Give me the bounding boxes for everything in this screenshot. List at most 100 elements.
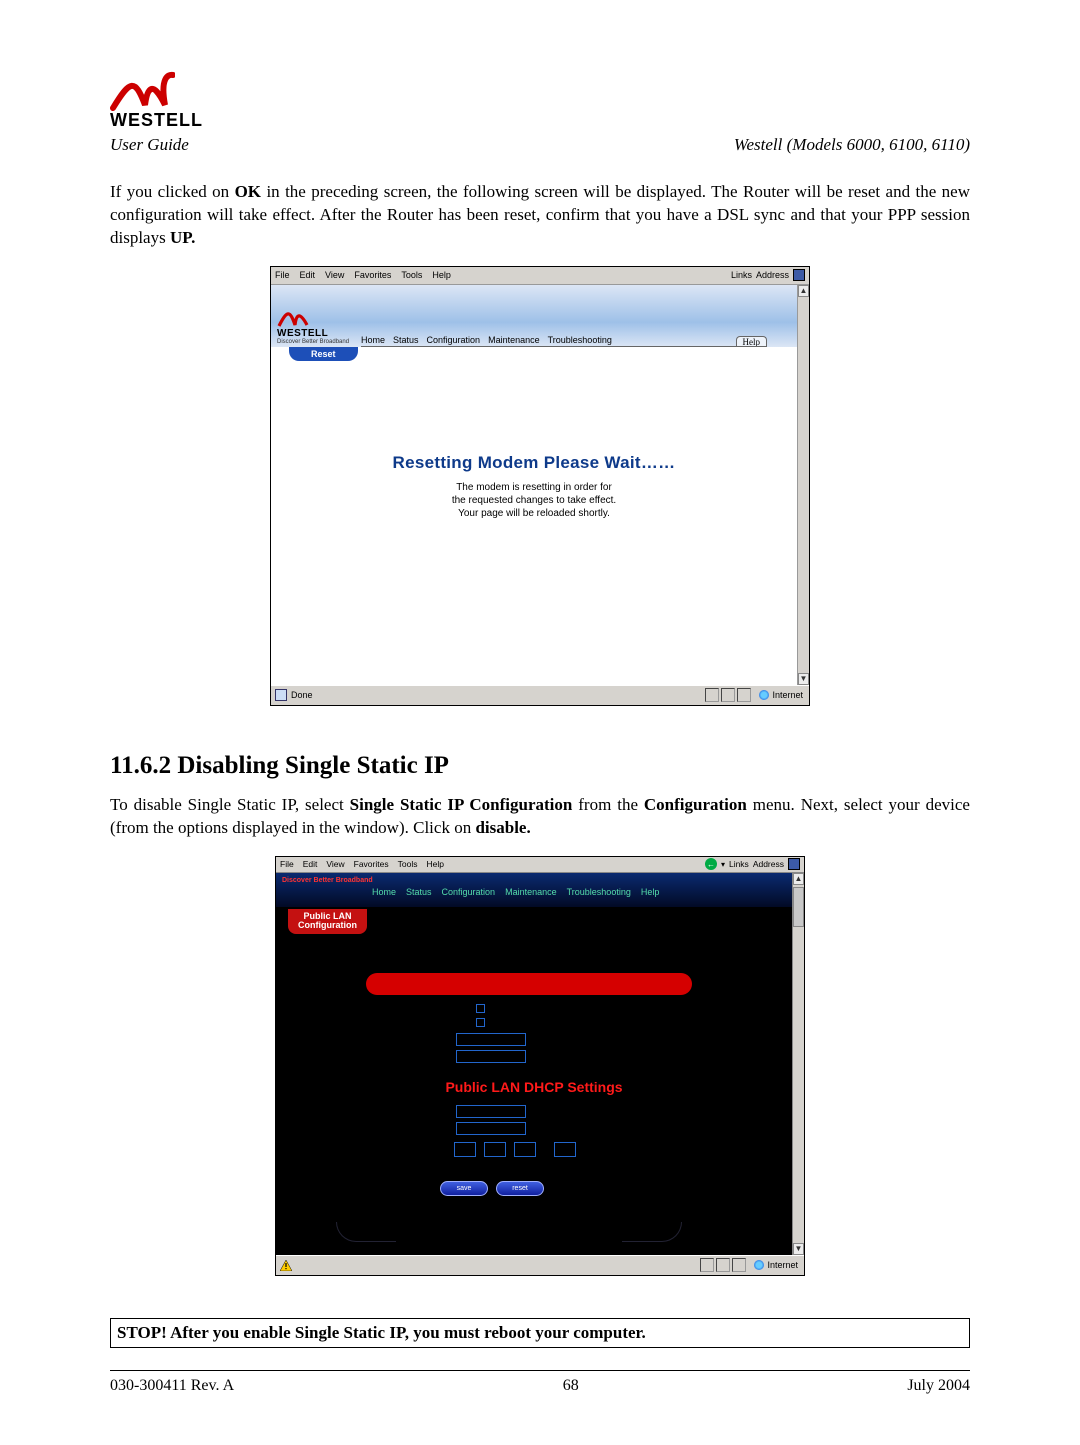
- reset-heading: Resetting Modem Please Wait……: [271, 453, 797, 473]
- checkbox-1[interactable]: [476, 1004, 485, 1013]
- menu-view[interactable]: View: [325, 270, 344, 280]
- scroll-down-icon-2[interactable]: ▼: [793, 1243, 804, 1255]
- dhcp-textbox-2[interactable]: [456, 1122, 526, 1135]
- scroll-up-icon-2[interactable]: ▲: [793, 873, 804, 885]
- internet-zone-icon-2: [754, 1260, 764, 1270]
- menu-tools-2[interactable]: Tools: [398, 859, 418, 869]
- toolbar-address-2[interactable]: Address: [753, 859, 784, 869]
- checkbox-row-2: [476, 1018, 485, 1027]
- nav-config-2[interactable]: Configuration: [442, 887, 496, 897]
- ie-logo-icon: [793, 269, 805, 281]
- decorative-curve-right: [622, 1222, 682, 1242]
- ie-status-bar-2: Internet: [276, 1255, 804, 1275]
- toolbar-links-2[interactable]: Links: [729, 859, 749, 869]
- footer-page-number: 68: [563, 1377, 579, 1395]
- p1-b1: OK: [235, 182, 261, 201]
- stop-warning-box: STOP! After you enable Single Static IP,…: [110, 1318, 970, 1348]
- ip-textbox-1[interactable]: [456, 1033, 526, 1046]
- p2-mid1: from the: [572, 795, 644, 814]
- scroll-up-icon[interactable]: ▲: [798, 285, 809, 297]
- page-header: WESTELL User Guide Westell (Models 6000,…: [110, 70, 970, 155]
- nav-home-2[interactable]: Home: [372, 887, 396, 897]
- footer-right: July 2004: [907, 1377, 970, 1395]
- status-internet: Internet: [772, 690, 803, 700]
- screenshot-public-lan: File Edit View Favorites Tools Help ← ▾ …: [275, 856, 805, 1276]
- menu-favorites-2[interactable]: Favorites: [354, 859, 389, 869]
- p1-b2: UP.: [170, 228, 195, 247]
- ie-status-bar: Done Internet: [271, 685, 809, 705]
- status-internet-2: Internet: [767, 1260, 798, 1270]
- menu-file-2[interactable]: File: [280, 859, 294, 869]
- scrollbar-2[interactable]: ▲ ▼: [792, 873, 804, 1255]
- ip-textbox-2[interactable]: [456, 1050, 526, 1063]
- toolbar-address[interactable]: Address: [756, 270, 789, 280]
- menu-view-2[interactable]: View: [326, 859, 344, 869]
- toolbar-links[interactable]: Links: [731, 270, 752, 280]
- menu-help[interactable]: Help: [432, 270, 451, 280]
- lease-box-1[interactable]: [454, 1142, 476, 1157]
- router-header: WESTELL Discover Better Broadband Home S…: [271, 285, 797, 347]
- nav-maint-2[interactable]: Maintenance: [505, 887, 557, 897]
- lease-box-2[interactable]: [484, 1142, 506, 1157]
- westell-logo-icon: [110, 70, 175, 112]
- reset-subtext: The modem is resetting in order for the …: [271, 481, 797, 520]
- menu-favorites[interactable]: Favorites: [354, 270, 391, 280]
- reset-sub-2: the requested changes to take effect.: [452, 495, 616, 506]
- warning-icon: [280, 1260, 292, 1271]
- status-done: Done: [291, 690, 313, 700]
- nav-maint[interactable]: Maintenance: [488, 335, 540, 345]
- section-heading: 11.6.2 Disabling Single Static IP: [110, 752, 970, 780]
- menu-tools[interactable]: Tools: [401, 270, 422, 280]
- scroll-thumb-2[interactable]: [793, 887, 804, 927]
- disable-paragraph: To disable Single Static IP, select Sing…: [110, 794, 970, 840]
- nav-ts-2[interactable]: Troubleshooting: [567, 887, 631, 897]
- browser-viewport-2: Discover Better Broadband Home Status Co…: [276, 873, 792, 1255]
- user-guide-label: User Guide: [110, 135, 189, 155]
- reset-button[interactable]: reset: [496, 1181, 544, 1196]
- nav-config[interactable]: Configuration: [427, 335, 481, 345]
- browser-viewport: WESTELL Discover Better Broadband Home S…: [271, 285, 797, 685]
- internet-zone-icon: [759, 690, 769, 700]
- reset-tab[interactable]: Reset: [289, 347, 358, 361]
- router-tagline: Discover Better Broadband: [277, 339, 349, 345]
- nav-home[interactable]: Home: [361, 335, 385, 345]
- footer-left: 030-300411 Rev. A: [110, 1377, 234, 1395]
- menu-edit-2[interactable]: Edit: [303, 859, 318, 869]
- menu-help-2[interactable]: Help: [426, 859, 443, 869]
- ie-menubar-2: File Edit View Favorites Tools Help ← ▾ …: [276, 857, 804, 873]
- router-nav-2: Home Status Configuration Maintenance Tr…: [372, 887, 752, 897]
- router-nav: Home Status Configuration Maintenance Tr…: [361, 335, 612, 345]
- nav-help-2[interactable]: Help: [641, 887, 660, 897]
- nav-status[interactable]: Status: [393, 335, 419, 345]
- checkbox-2[interactable]: [476, 1018, 485, 1027]
- nav-status-2[interactable]: Status: [406, 887, 432, 897]
- router-header-2: Discover Better Broadband Home Status Co…: [276, 873, 792, 907]
- reset-sub-3: Your page will be reloaded shortly.: [458, 508, 610, 519]
- p1-pre: If you clicked on: [110, 182, 235, 201]
- lease-box-4[interactable]: [554, 1142, 576, 1157]
- public-lan-tab[interactable]: Public LAN Configuration: [288, 909, 367, 934]
- left-tab-l2: Configuration: [298, 920, 357, 930]
- scroll-down-icon[interactable]: ▼: [798, 673, 809, 685]
- brand-block: WESTELL User Guide: [110, 70, 203, 155]
- screenshot-reset-modem: File Edit View Favorites Tools Help Link…: [270, 266, 810, 706]
- lease-box-3[interactable]: [514, 1142, 536, 1157]
- footer-rule: [110, 1370, 970, 1371]
- reset-sub-1: The modem is resetting in order for: [456, 482, 612, 493]
- save-button[interactable]: save: [440, 1181, 488, 1196]
- ie-logo-icon-2: [788, 858, 800, 870]
- dhcp-heading: Public LAN DHCP Settings: [276, 1079, 792, 1095]
- checkbox-row-1: [476, 1004, 485, 1013]
- menu-file[interactable]: File: [275, 270, 290, 280]
- scrollbar[interactable]: ▲ ▼: [797, 285, 809, 685]
- back-arrow-icon[interactable]: ←: [705, 858, 717, 870]
- model-label: Westell (Models 6000, 6100, 6110): [734, 135, 970, 155]
- p2-b3: disable.: [475, 818, 530, 837]
- page-icon: [275, 689, 287, 701]
- westell-mini-logo-icon: [277, 306, 311, 328]
- nav-ts[interactable]: Troubleshooting: [548, 335, 612, 345]
- p2-b1: Single Static IP Configuration: [350, 795, 573, 814]
- dhcp-textbox-1[interactable]: [456, 1105, 526, 1118]
- ie-menubar: File Edit View Favorites Tools Help Link…: [271, 267, 809, 285]
- menu-edit[interactable]: Edit: [300, 270, 316, 280]
